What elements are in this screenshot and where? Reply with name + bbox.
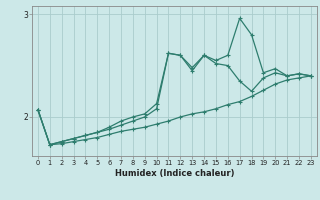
X-axis label: Humidex (Indice chaleur): Humidex (Indice chaleur) [115,169,234,178]
